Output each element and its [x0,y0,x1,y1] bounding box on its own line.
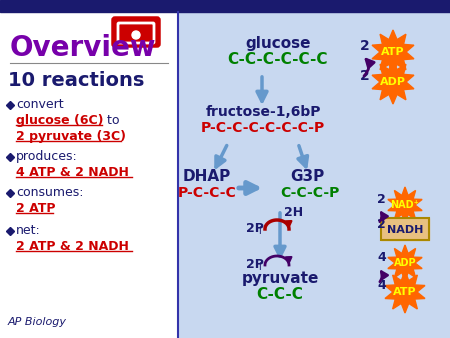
Text: 2P: 2P [246,222,264,235]
Text: ATP: ATP [381,47,405,57]
Polygon shape [388,187,422,223]
Text: 2 pyruvate (3C): 2 pyruvate (3C) [16,130,126,143]
Text: 4 ATP & 2 NADH: 4 ATP & 2 NADH [16,166,129,179]
Text: C-C-C-P: C-C-C-P [280,186,340,200]
Text: pyruvate: pyruvate [241,271,319,286]
Text: i: i [258,262,261,272]
Bar [178,12,450,338]
Text: net:: net: [16,224,41,237]
Text: NADH: NADH [387,225,423,235]
Text: convert: convert [16,98,63,111]
Polygon shape [372,30,414,74]
Text: C-C-C: C-C-C [256,287,303,302]
Text: ATP: ATP [393,287,417,297]
Text: G3P: G3P [290,169,324,184]
Text: consumes:: consumes: [16,186,84,199]
Text: DHAP: DHAP [183,169,231,184]
Text: produces:: produces: [16,150,78,163]
FancyBboxPatch shape [113,18,159,46]
Bar [381,218,429,240]
Polygon shape [372,60,414,104]
Text: P-C-C-C-C-C-C-P: P-C-C-C-C-C-C-P [201,121,325,135]
Bar [0,0,450,12]
Text: 4: 4 [377,279,386,292]
Polygon shape [388,245,422,281]
Bar [0,12,178,338]
Text: NAD⁺: NAD⁺ [391,200,419,210]
Text: 2: 2 [360,69,370,83]
Text: 4: 4 [377,251,386,264]
Text: ADP: ADP [380,77,406,87]
Polygon shape [385,271,425,313]
Text: glucose: glucose [245,36,311,51]
Circle shape [132,31,140,39]
Text: i: i [258,226,261,236]
Text: 2P: 2P [246,258,264,271]
Text: fructose-1,6bP: fructose-1,6bP [205,105,321,119]
Text: 2: 2 [360,39,370,53]
Text: 2 ATP: 2 ATP [16,202,55,215]
Text: 2 ATP & 2 NADH: 2 ATP & 2 NADH [16,240,129,253]
Text: P-C-C-C: P-C-C-C [178,186,236,200]
Text: to: to [103,114,120,127]
Text: glucose (6C): glucose (6C) [16,114,104,127]
Text: ADP: ADP [394,258,416,268]
FancyBboxPatch shape [118,23,154,43]
Text: 2: 2 [377,193,386,206]
Text: AP Biology: AP Biology [8,317,67,327]
Text: 2: 2 [377,218,386,231]
Bar [381,218,429,240]
Text: C-C-C-C-C-C: C-C-C-C-C-C [228,52,328,67]
Text: Overview: Overview [10,34,157,62]
Text: 10 reactions: 10 reactions [8,71,144,90]
Text: 2H: 2H [284,206,303,219]
